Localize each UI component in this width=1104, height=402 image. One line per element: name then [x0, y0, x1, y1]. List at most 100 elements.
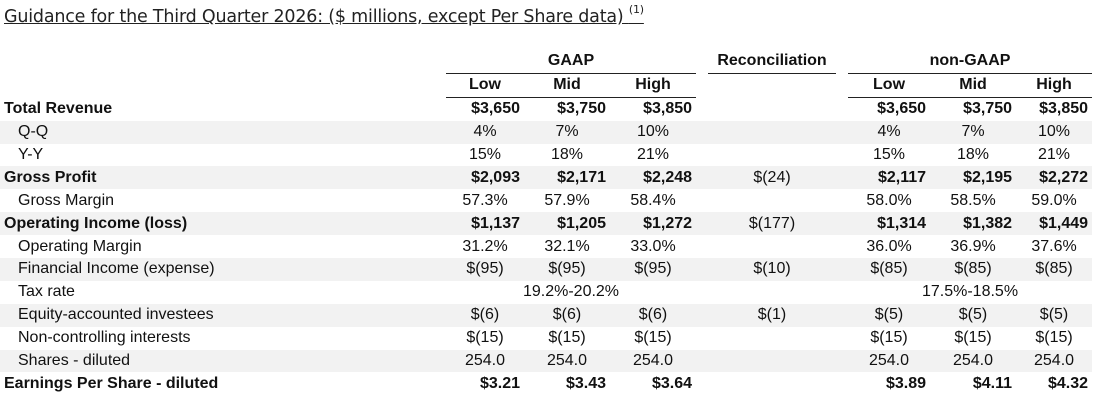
cell: 7% [524, 120, 610, 144]
cell: $1,314 [848, 212, 931, 236]
cell: 4% [848, 120, 931, 144]
cell: 15% [468, 146, 502, 163]
cell: $(95) [446, 258, 524, 281]
title-footnote: (1) [628, 3, 644, 16]
cell: $(1) [708, 303, 837, 327]
cell [708, 235, 836, 258]
cell: $3,750 [963, 100, 1013, 118]
table-row: Financial Income (expense) $(95) $(95) $… [0, 258, 1093, 281]
cell: 18% [957, 146, 990, 163]
cell: $1,205 [524, 212, 610, 236]
cell: $3.43 [565, 374, 606, 392]
table-row: Non-controlling interests $(15) $(15) $(… [0, 327, 1092, 350]
cell: $4.32 [1047, 374, 1089, 392]
cell: 37.6% [1031, 237, 1077, 255]
cell [708, 144, 836, 167]
cell: $(15) [634, 329, 672, 347]
cell: 32.1% [544, 237, 590, 255]
cell: $(5) [848, 303, 931, 327]
cell: 57.9% [544, 191, 590, 209]
cell: 18% [550, 146, 584, 163]
header-group-row: GAAP Reconciliation non-GAAP [0, 50, 1093, 74]
cell: $(5) [930, 303, 1017, 327]
gaap-high-header: High [610, 72, 697, 98]
cell: $2,195 [930, 166, 1017, 190]
cell: $(85) [848, 258, 931, 281]
cell: $(15) [466, 329, 504, 347]
cell: $3,850 [643, 100, 693, 118]
table-row: Operating Margin 31.2% 32.1% 33.0% 36.0%… [0, 235, 1092, 258]
cell: $2,272 [1016, 166, 1093, 190]
cell: $1,272 [610, 212, 697, 236]
gaap-tax-rate-range: 19.2%-20.2% [522, 283, 620, 301]
cell: $4.11 [972, 374, 1013, 392]
cell: $2,117 [848, 166, 931, 190]
cell: $(24) [708, 166, 837, 190]
cell: $3,650 [877, 100, 927, 118]
cell [708, 327, 836, 350]
row-label: Total Revenue [4, 99, 113, 117]
row-label: Equity-accounted investees [0, 303, 446, 327]
cell: 21% [1038, 146, 1071, 163]
table-row: Gross Profit $2,093 $2,171 $2,248 $(24) … [0, 166, 1093, 190]
gaap-mid-header: Mid [524, 72, 610, 98]
table-row: Earnings Per Share - diluted $3.21 $3.43… [0, 372, 1092, 395]
cell: $(6) [446, 303, 524, 327]
cell: 58.4% [630, 191, 676, 209]
row-label: Earnings Per Share - diluted [4, 374, 219, 392]
cell: $3,850 [1039, 100, 1089, 118]
row-label: Shares - diluted [0, 349, 446, 373]
cell [708, 120, 837, 144]
cell: 254.0 [610, 349, 697, 373]
header-sub-row: Low Mid High Low Mid High [0, 72, 1093, 98]
cell: $2,093 [446, 166, 524, 190]
cell: $1,449 [1016, 212, 1093, 236]
row-label: Q-Q [0, 120, 446, 144]
cell: $3.21 [479, 374, 520, 392]
cell: $(5) [1016, 303, 1093, 327]
cell: $2,248 [610, 166, 697, 190]
cell: 36.0% [866, 237, 912, 255]
row-label: Financial Income (expense) [0, 258, 446, 281]
cell: $3,650 [471, 100, 520, 118]
table-row: Equity-accounted investees $(6) $(6) $(6… [0, 303, 1093, 327]
cell: 254.0 [930, 349, 1017, 373]
cell: 254.0 [446, 349, 524, 373]
row-label: Y-Y [18, 146, 44, 163]
title-text: Guidance for the Third Quarter 2026: ($ … [4, 6, 624, 27]
cell: $(15) [548, 329, 586, 347]
cell: 21% [636, 146, 670, 163]
table-row: Tax rate 19.2%-20.2% 17.5%-18.5% [0, 281, 1092, 304]
reconciliation-header: Reconciliation [708, 50, 837, 74]
table-row: Shares - diluted 254.0 254.0 254.0 254.0… [0, 349, 1093, 373]
table-row: Operating Income (loss) $1,137 $1,205 $1… [0, 212, 1093, 236]
cell: 10% [610, 120, 697, 144]
cell [708, 189, 836, 212]
cell: $3.64 [651, 374, 693, 392]
cell: $(15) [870, 329, 908, 347]
cell: $1,382 [930, 212, 1017, 236]
cell: 36.9% [950, 237, 996, 255]
row-label: Non-controlling interests [18, 329, 191, 347]
cell: 10% [1016, 120, 1093, 144]
gaap-low-header: Low [446, 72, 524, 98]
cell: 58.0% [866, 191, 912, 209]
row-label: Gross Margin [18, 191, 115, 209]
cell: $3,750 [557, 100, 606, 118]
table-row: Gross Margin 57.3% 57.9% 58.4% 58.0% 58.… [0, 189, 1092, 212]
row-label: Operating Margin [18, 237, 142, 255]
cell: $(6) [610, 303, 697, 327]
cell: $(177) [708, 212, 837, 236]
cell: 31.2% [462, 237, 508, 255]
row-label: Gross Profit [0, 166, 446, 190]
ng-low-header: Low [848, 72, 931, 98]
cell: 15% [873, 146, 906, 163]
cell: $1,137 [446, 212, 524, 236]
cell [708, 372, 836, 395]
cell: 58.5% [950, 191, 996, 209]
cell [708, 97, 836, 120]
cell: 4% [446, 120, 524, 144]
cell: $(85) [930, 258, 1017, 281]
row-label: Tax rate [18, 283, 75, 301]
non-gaap-header: non-GAAP [848, 50, 1093, 74]
